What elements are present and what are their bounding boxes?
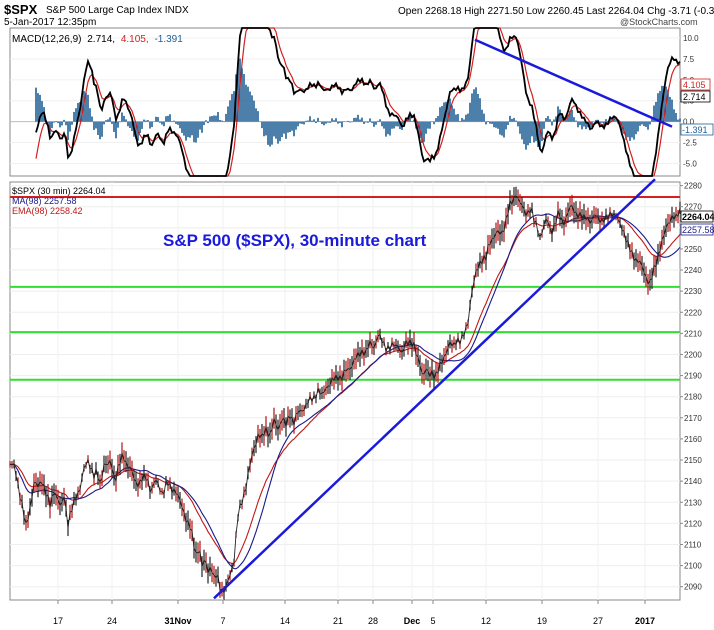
time-tick-label: 7 — [220, 616, 225, 626]
macd-tick-label: -2.5 — [683, 139, 697, 148]
time-tick-label: 19 — [537, 616, 547, 626]
price-tick-label: 2250 — [684, 245, 702, 254]
price-axis: 2090 2100 2110 2120 2130 2140 2150 2160 2170 2180… — [680, 182, 702, 592]
price-tick-label: 2190 — [684, 372, 702, 381]
time-tick-label: 2017 — [635, 616, 655, 626]
price-tick-label: 2140 — [684, 477, 702, 486]
price-tick-label: 2110 — [684, 540, 702, 549]
quote-bar: Open 2268.18 High 2271.50 Low 2260.45 La… — [398, 6, 714, 17]
macd-legend-signal: 4.105, — [121, 34, 149, 45]
macd-grid — [10, 37, 680, 164]
macd-histogram — [35, 58, 681, 150]
price-panel-frame — [9, 181, 681, 601]
macd-legend-name: MACD(12,26,9) — [12, 34, 81, 45]
time-tick-label: 28 — [368, 616, 378, 626]
macd-tick-label: 7.5 — [683, 55, 695, 64]
macd-panel-frame — [9, 27, 681, 177]
macd-signal-line — [35, 27, 681, 177]
price-tick-label: 2090 — [684, 583, 702, 592]
price-line — [9, 195, 681, 595]
ema98-line — [10, 216, 681, 564]
macd-line-tag: 2.714 — [683, 92, 706, 102]
macd-last-tags: 4.105 2.714 -1.391 — [680, 78, 714, 136]
time-tick-label: 17 — [53, 616, 63, 626]
macd-hist-tag: -1.391 — [682, 125, 708, 135]
symbol-label: $SPX — [4, 2, 38, 17]
date-label: 5-Jan-2017 12:35pm — [4, 17, 97, 28]
time-tick-label: 24 — [107, 616, 117, 626]
ma-last-tag: 2257.58 — [682, 225, 714, 235]
price-tick-label: 2210 — [684, 329, 702, 338]
index-name: S&P 500 Large Cap Index INDX — [46, 5, 189, 16]
price-legend: $SPX (30 min) 2264.04 MA(98) 2257.58 EMA… — [12, 186, 106, 216]
ma98-line — [9, 213, 681, 570]
macd-tick-label: -5.0 — [683, 159, 697, 168]
macd-line — [35, 27, 681, 177]
time-tick-label: 27 — [593, 616, 603, 626]
horizontal-levels — [10, 195, 680, 381]
brand-watermark: @StockCharts.com — [620, 17, 698, 27]
macd-legend-hist: -1.391 — [154, 34, 183, 45]
price-tick-label: 2120 — [684, 519, 702, 528]
legend-ma: MA(98) 2257.58 — [12, 196, 77, 206]
price-tick-label: 2230 — [684, 287, 702, 296]
time-tick-label: Dec — [404, 616, 421, 626]
macd-legend-macd: 2.714, — [87, 34, 115, 45]
time-tick-label: 14 — [280, 616, 290, 626]
price-tick-label: 2200 — [684, 350, 702, 359]
price-last-tag: 2264.04 — [682, 212, 714, 222]
price-tick-label: 2240 — [684, 266, 702, 275]
macd-legend: MACD(12,26,9) 2.714, 4.105, -1.391 — [12, 34, 183, 45]
price-tick-label: 2150 — [684, 456, 702, 465]
macd-tick-label: 0.0 — [683, 118, 695, 127]
legend-ema: EMA(98) 2258.42 — [12, 206, 83, 216]
price-tick-label: 2180 — [684, 393, 702, 402]
price-tick-label: 2130 — [684, 498, 702, 507]
price-tick-label: 2170 — [684, 414, 702, 423]
time-tick-label: 21 — [333, 616, 343, 626]
time-tick-label: 12 — [481, 616, 491, 626]
price-tick-label: 2160 — [684, 435, 702, 444]
price-last-tags: 2264.04 2257.58 — [680, 210, 714, 236]
price-tick-label: 2100 — [684, 562, 702, 571]
time-tick-label: 31Nov — [164, 616, 191, 626]
macd-tick-label: 10.0 — [683, 34, 699, 43]
macd-signal-tag: 4.105 — [683, 80, 706, 90]
time-tick-label: 5 — [430, 616, 435, 626]
time-axis: 17 24 31Nov 7 14 21 28 Dec 5 12 19 27 2017 — [53, 600, 655, 626]
legend-price: $SPX (30 min) 2264.04 — [12, 186, 106, 196]
macd-trendline — [474, 38, 673, 128]
price-tick-label: 2270 — [684, 203, 702, 212]
price-trendline — [213, 178, 656, 600]
price-tick-label: 2220 — [684, 308, 702, 317]
chart-title: S&P 500 ($SPX), 30-minute chart — [163, 231, 427, 250]
quote-text: Open 2268.18 High 2271.50 Low 2260.45 La… — [398, 6, 714, 17]
price-tick-label: 2280 — [684, 182, 702, 191]
